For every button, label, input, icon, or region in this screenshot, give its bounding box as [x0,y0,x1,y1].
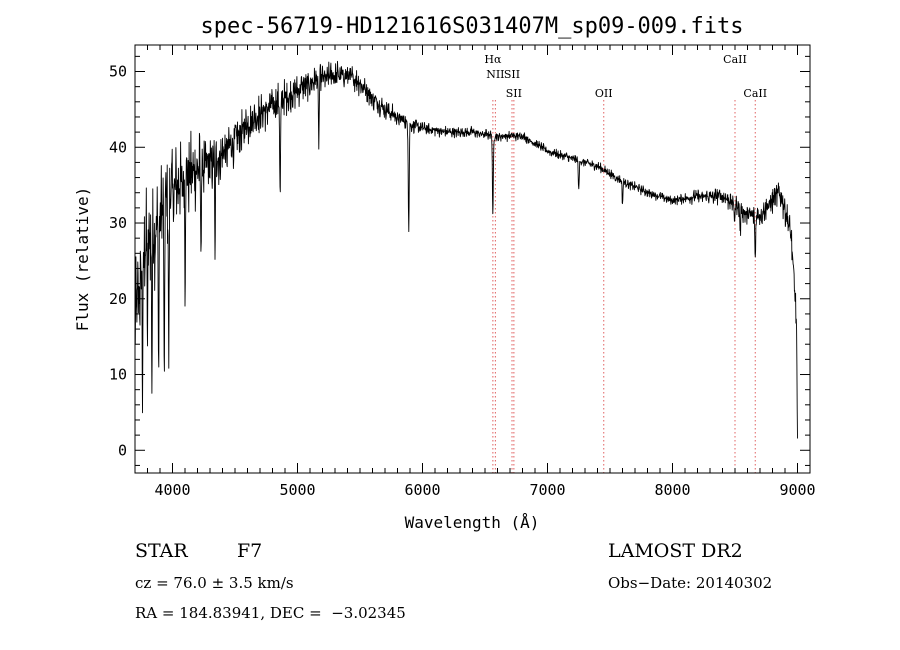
plot-frame [134,44,811,474]
coordinates: RA = 184.83941, DEC = −3.02345 [135,604,406,622]
line-marker-label-4: OII [595,87,613,100]
line-marker-label-5: CaII [723,53,747,66]
y-tick-label-0: 0 [118,441,127,459]
redshift-value: cz = 76.0 ± 3.5 km/s [135,574,294,592]
line-marker-label-2: SII [504,68,520,81]
chart-title: spec-56719-HD121616S031407M_sp09-009.fit… [200,14,743,39]
line-marker-label-1: NII [486,68,504,81]
y-tick-label-4: 40 [109,138,127,156]
line-marker-label-0: Hα [484,53,502,66]
y-tick-label-2: 20 [109,290,127,308]
y-tick-label-5: 50 [109,63,127,81]
y-tick-label-3: 30 [109,214,127,232]
observation-date: Obs−Date: 20140302 [608,574,773,592]
line-marker-label-3: SII [506,87,522,100]
y-axis-label: Flux (relative) [73,187,92,332]
x-axis: 4000 5000 6000 7000 8000 9000 [147,45,816,499]
object-subclass: F7 [237,540,263,562]
y-axis: 0 10 20 30 40 50 [109,55,810,466]
x-tick-label-4: 8000 [654,481,690,499]
survey-name: LAMOST DR2 [608,540,743,562]
x-tick-label-0: 4000 [154,481,190,499]
x-axis-label: Wavelength (Å) [405,513,540,532]
spectrum-series [134,60,798,439]
line-marker-label-6: CaII [743,87,767,100]
x-tick-label-1: 5000 [279,481,315,499]
object-class: STAR [135,540,188,562]
x-tick-label-5: 9000 [779,481,815,499]
x-tick-label-3: 7000 [529,481,565,499]
emission-line-markers: Hα NII SII SII OII CaII CaII [484,53,767,473]
spectrum-chart: spec-56719-HD121616S031407M_sp09-009.fit… [73,14,816,532]
y-tick-label-1: 10 [109,366,127,384]
x-tick-label-2: 6000 [404,481,440,499]
spectrum-line [134,60,798,439]
